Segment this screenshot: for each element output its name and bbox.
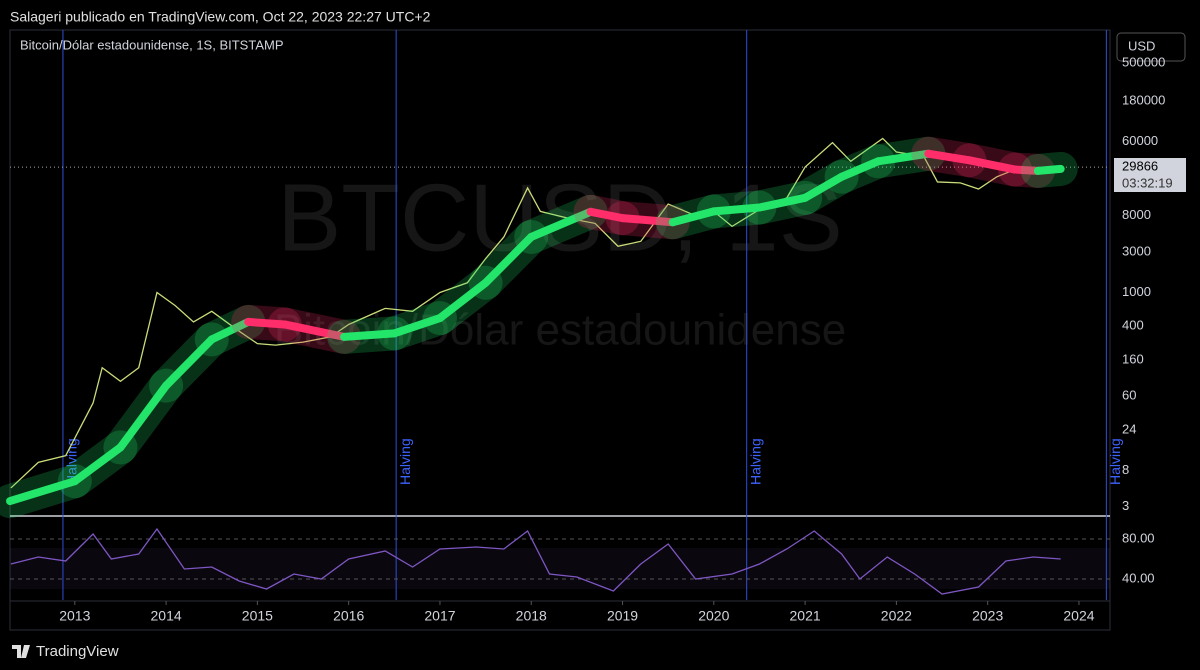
ribbon-core xyxy=(755,193,810,212)
chart-area xyxy=(9,29,1111,631)
x-tick-label: 2013 xyxy=(59,608,90,624)
watermark-symbol: BTCUSD, 1S xyxy=(277,164,842,271)
x-tick-label: 2023 xyxy=(972,608,1003,624)
ribbon-core xyxy=(618,214,677,227)
countdown: 03:32:19 xyxy=(1122,175,1173,190)
ribbon-core xyxy=(1033,164,1065,175)
rsi-band xyxy=(10,548,1110,589)
y-tick-label: 24 xyxy=(1122,421,1136,436)
x-tick-label: 2021 xyxy=(790,608,821,624)
ribbon-core xyxy=(965,156,1020,174)
y-tick-label: 40.00 xyxy=(1122,570,1155,585)
ribbon-core xyxy=(70,443,125,486)
y-tick-label: 3 xyxy=(1122,498,1129,513)
x-tick-label: 2019 xyxy=(607,608,638,624)
ribbon-core xyxy=(390,314,444,338)
x-tick-label: 2024 xyxy=(1063,608,1094,624)
symbol-label: Bitcoin/Dólar estadounidense, 1S, BITSTA… xyxy=(20,37,284,52)
x-tick-label: 2017 xyxy=(424,608,455,624)
y-tick-label: 80.00 xyxy=(1122,530,1155,545)
ribbon-core xyxy=(837,157,883,181)
ribbon-core xyxy=(6,477,79,506)
price-label-box xyxy=(1114,158,1186,192)
ribbon-core xyxy=(435,278,490,323)
rsi-line xyxy=(10,527,1061,595)
ribbon-core xyxy=(586,207,627,223)
ribbon-core xyxy=(481,232,536,287)
currency-button[interactable] xyxy=(1116,32,1186,62)
last-price: 29866 xyxy=(1122,158,1158,173)
x-tick-label: 2016 xyxy=(333,608,364,624)
y-tick-label: 1000 xyxy=(1122,284,1151,299)
watermark-name: Bitcoin/Dólar estadounidense xyxy=(274,306,846,355)
ribbon-core xyxy=(207,317,253,344)
halving-label: Halving xyxy=(1107,438,1123,485)
plot: 500000 180000 60000 8000 3000 1000 400 160 60 24 8… xyxy=(0,30,1165,624)
ribbon-core xyxy=(709,203,764,216)
y-tick-label: 8000 xyxy=(1122,207,1151,222)
x-tick-label: 2022 xyxy=(881,608,912,624)
ribbon-core xyxy=(874,149,933,166)
y-tick-label: 160 xyxy=(1122,352,1144,367)
footer xyxy=(0,636,1200,670)
y-tick-label: 400 xyxy=(1122,318,1144,333)
halving-label: Halving xyxy=(747,438,763,485)
ribbon-core xyxy=(527,207,595,241)
x-tick-label: 2014 xyxy=(151,608,182,624)
y-tick-label: 500000 xyxy=(1122,55,1165,70)
y-tick-label: 8 xyxy=(1122,462,1129,477)
y-tick-label: 3000 xyxy=(1122,243,1151,258)
price-line xyxy=(10,137,1061,489)
x-tick-label: 2015 xyxy=(242,608,273,624)
currency[interactable]: USD xyxy=(1128,38,1155,53)
ribbon-core xyxy=(244,317,289,329)
halving-label: Halving xyxy=(397,438,413,485)
ribbon-core xyxy=(924,149,974,165)
ribbon-core xyxy=(340,329,399,341)
ribbon-core xyxy=(280,320,349,341)
x-tick-label: 2020 xyxy=(698,608,729,624)
ribbon-core xyxy=(668,207,718,227)
ribbon-core xyxy=(162,335,216,390)
publisher: Salageri publicado en TradingView.com, O… xyxy=(10,9,431,25)
brand-logo xyxy=(12,645,30,658)
ribbon-core xyxy=(116,381,171,452)
y-tick-label: 60 xyxy=(1122,388,1136,403)
y-tick-label: 180000 xyxy=(1122,92,1165,107)
x-tick-label: 2018 xyxy=(516,608,547,624)
halving-label: Halving xyxy=(64,438,80,485)
ribbon-core xyxy=(801,172,846,202)
y-tick-label: 60000 xyxy=(1122,133,1158,148)
brand: TradingView xyxy=(36,643,119,660)
